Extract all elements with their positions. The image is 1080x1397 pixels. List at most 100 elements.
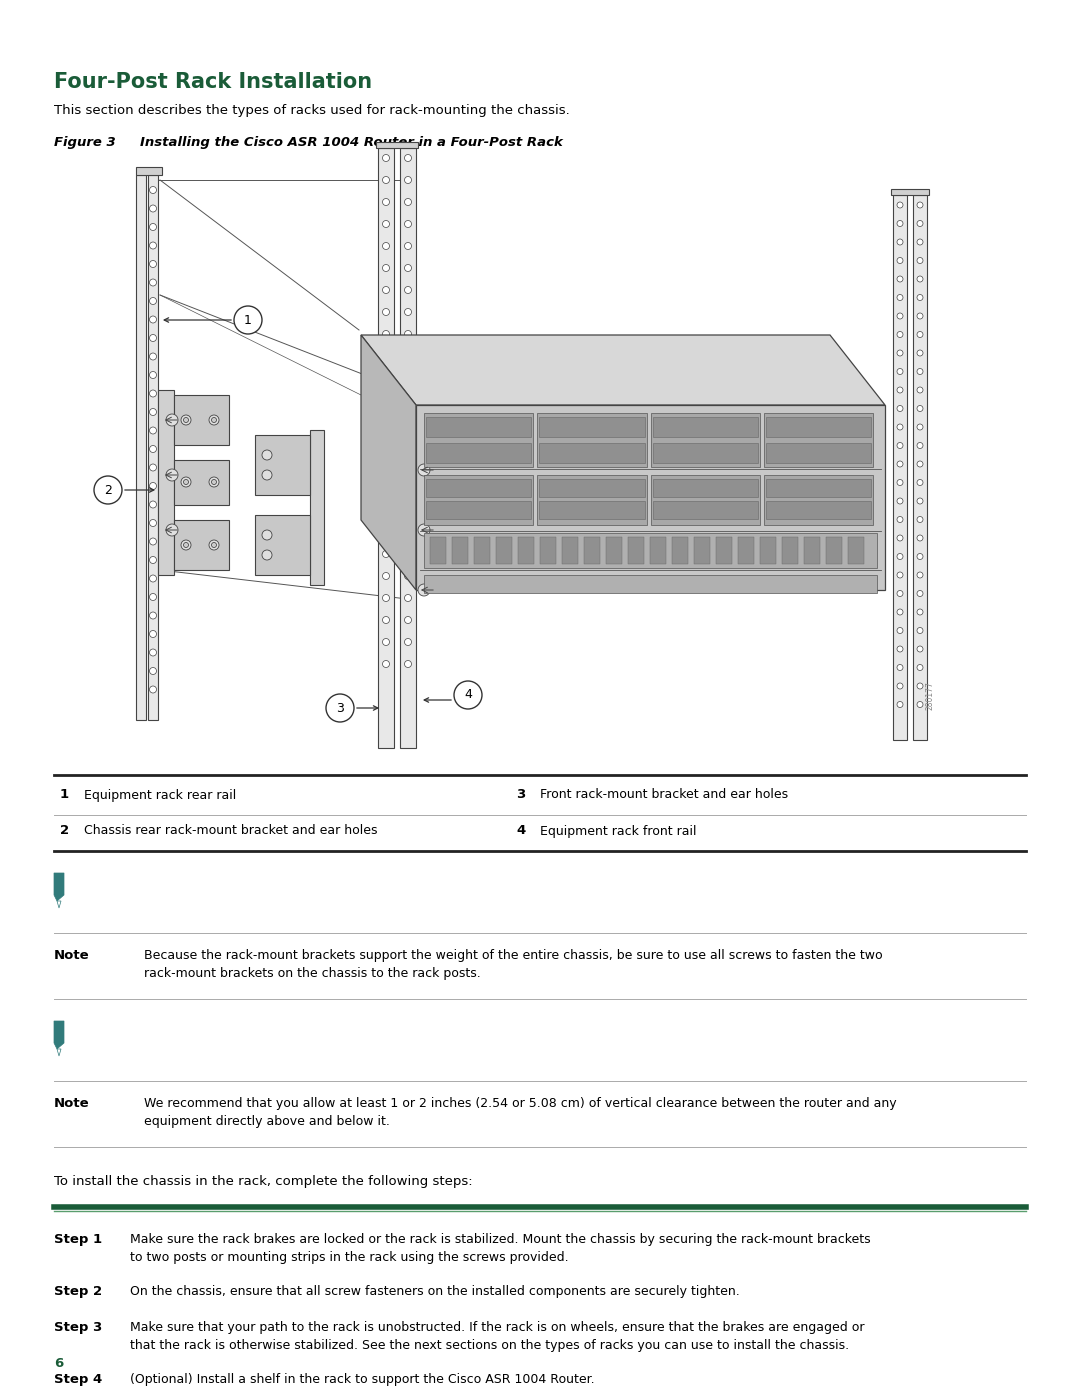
Circle shape	[405, 595, 411, 602]
Circle shape	[405, 638, 411, 645]
Circle shape	[382, 352, 390, 359]
Circle shape	[897, 257, 903, 264]
Circle shape	[917, 203, 923, 208]
Bar	[424, 576, 877, 592]
Circle shape	[405, 198, 411, 205]
Circle shape	[149, 187, 157, 194]
Bar	[562, 536, 578, 564]
Text: 4: 4	[464, 689, 472, 701]
Bar	[891, 189, 929, 196]
Bar	[804, 536, 820, 564]
Bar	[694, 536, 710, 564]
Circle shape	[149, 576, 157, 583]
Bar	[539, 416, 645, 437]
Circle shape	[262, 550, 272, 560]
Circle shape	[917, 239, 923, 244]
Circle shape	[897, 461, 903, 467]
Bar	[537, 475, 647, 525]
Bar	[378, 148, 394, 747]
Circle shape	[917, 331, 923, 338]
Bar	[255, 434, 310, 495]
Bar	[893, 196, 907, 740]
Bar	[539, 502, 645, 520]
Bar	[766, 479, 870, 497]
Circle shape	[917, 517, 923, 522]
Bar	[424, 475, 534, 525]
Circle shape	[897, 553, 903, 560]
Bar	[136, 168, 162, 175]
Circle shape	[212, 479, 216, 485]
Text: Equipment rack front rail: Equipment rack front rail	[540, 824, 697, 837]
Text: 6: 6	[54, 1356, 64, 1370]
Circle shape	[405, 550, 411, 557]
Bar	[627, 536, 644, 564]
Circle shape	[897, 609, 903, 615]
Circle shape	[917, 277, 923, 282]
Polygon shape	[54, 873, 64, 901]
Text: To install the chassis in the rack, complete the following steps:: To install the chassis in the rack, comp…	[54, 1175, 473, 1187]
Text: Chassis rear rack-mount bracket and ear holes: Chassis rear rack-mount bracket and ear …	[84, 824, 378, 837]
Circle shape	[917, 257, 923, 264]
Text: Make sure that your path to the rack is unobstructed. If the rack is on wheels, : Make sure that your path to the rack is …	[130, 1322, 864, 1352]
Bar	[652, 443, 758, 462]
Text: (Optional) Install a shelf in the rack to support the Cisco ASR 1004 Router.: (Optional) Install a shelf in the rack t…	[130, 1373, 595, 1386]
Circle shape	[917, 461, 923, 467]
Circle shape	[405, 352, 411, 359]
Circle shape	[184, 542, 189, 548]
Bar	[539, 443, 645, 462]
Polygon shape	[361, 335, 885, 405]
Circle shape	[917, 295, 923, 300]
Circle shape	[382, 638, 390, 645]
Circle shape	[382, 507, 390, 514]
Circle shape	[181, 541, 191, 550]
Text: 4: 4	[516, 824, 525, 837]
Text: Equipment rack rear rail: Equipment rack rear rail	[84, 788, 237, 802]
Bar	[426, 479, 531, 497]
Text: Because the rack-mount brackets support the weight of the entire chassis, be sur: Because the rack-mount brackets support …	[144, 949, 882, 981]
Bar	[652, 502, 758, 520]
Circle shape	[405, 462, 411, 469]
Text: Installing the Cisco ASR 1004 Router in a Four-Post Rack: Installing the Cisco ASR 1004 Router in …	[140, 136, 563, 149]
Text: Step 2: Step 2	[54, 1285, 103, 1298]
Bar	[255, 515, 310, 576]
Circle shape	[405, 331, 411, 338]
Circle shape	[897, 351, 903, 356]
Circle shape	[897, 387, 903, 393]
Bar	[913, 196, 927, 740]
Circle shape	[210, 476, 219, 488]
Circle shape	[149, 650, 157, 657]
Circle shape	[382, 462, 390, 469]
Circle shape	[405, 573, 411, 580]
Circle shape	[418, 584, 430, 597]
Circle shape	[382, 661, 390, 668]
Text: This section describes the types of racks used for rack-mounting the chassis.: This section describes the types of rack…	[54, 103, 570, 117]
Bar	[416, 405, 885, 590]
Bar	[606, 536, 622, 564]
Bar	[650, 414, 759, 467]
Circle shape	[166, 524, 178, 536]
Bar	[537, 414, 647, 467]
Text: 2: 2	[60, 824, 69, 837]
Bar	[764, 414, 873, 467]
Text: 3: 3	[336, 701, 343, 714]
Circle shape	[897, 221, 903, 226]
Circle shape	[917, 387, 923, 393]
Bar	[764, 475, 873, 525]
Circle shape	[94, 476, 122, 504]
Circle shape	[181, 415, 191, 425]
Circle shape	[382, 155, 390, 162]
Text: 1: 1	[244, 313, 252, 327]
Text: Step 3: Step 3	[54, 1322, 103, 1334]
Circle shape	[210, 415, 219, 425]
Polygon shape	[57, 901, 60, 908]
Circle shape	[149, 446, 157, 453]
Text: 3: 3	[516, 788, 525, 802]
Circle shape	[326, 694, 354, 722]
Text: Four-Post Rack Installation: Four-Post Rack Installation	[54, 73, 373, 92]
Circle shape	[897, 331, 903, 338]
Bar	[652, 416, 758, 437]
Bar	[738, 536, 754, 564]
Circle shape	[382, 374, 390, 381]
Circle shape	[405, 419, 411, 426]
Circle shape	[181, 476, 191, 488]
